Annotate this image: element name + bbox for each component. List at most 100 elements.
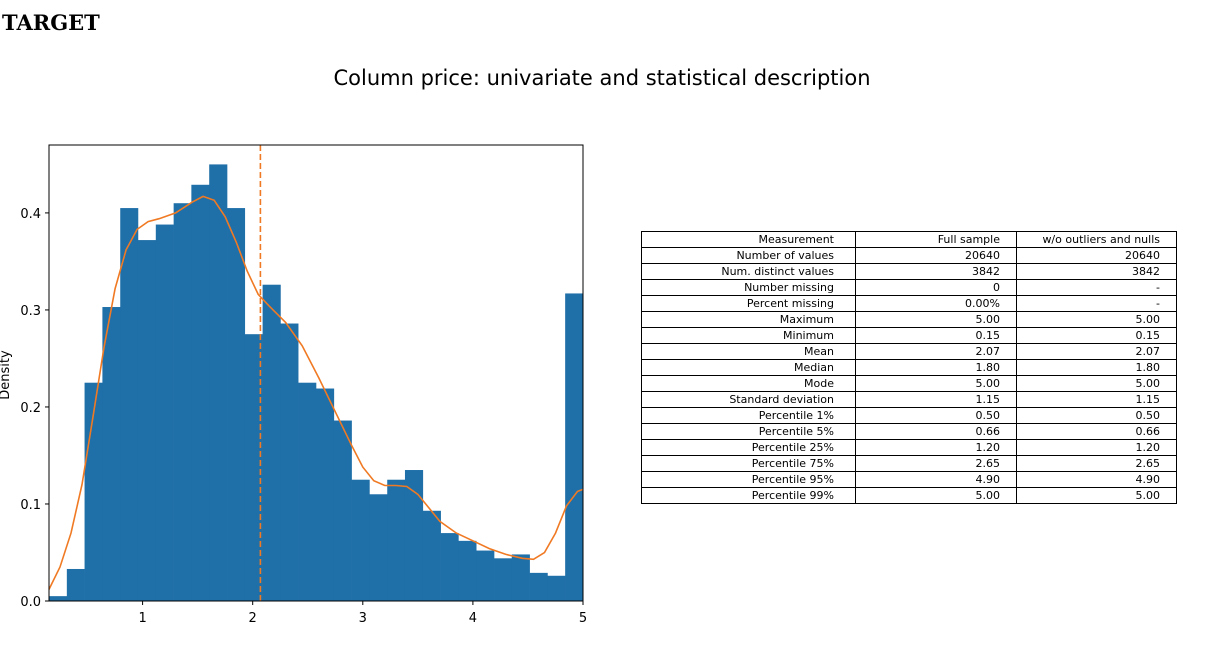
- filtered-cell: 5.00: [1016, 375, 1177, 392]
- filtered-cell: 1.20: [1016, 439, 1177, 456]
- table-row: Percent missing 0.00% -: [641, 295, 1177, 312]
- histogram-bar: [316, 388, 335, 601]
- y-tick-label: 0.1: [20, 498, 41, 513]
- histogram-bar: [155, 224, 174, 602]
- table-row: Num. distinct values 3842 3842: [641, 263, 1177, 280]
- full-sample-cell: 5.00: [855, 311, 1017, 328]
- histogram-bar: [476, 550, 495, 601]
- y-tick-label: 0.0: [20, 595, 41, 610]
- measurement-cell: Percentile 95%: [641, 471, 856, 488]
- x-tick-label: 2: [249, 611, 257, 626]
- table-row: Number of values 20640 20640: [641, 247, 1177, 264]
- full-sample-cell: 0.66: [855, 423, 1017, 440]
- histogram-bar: [440, 533, 459, 601]
- measurement-cell: Percent missing: [641, 295, 856, 312]
- filtered-cell: w/o outliers and nulls: [1016, 231, 1177, 248]
- table-row: Standard deviation 1.15 1.15: [641, 391, 1177, 408]
- y-axis-label: Density: [0, 350, 13, 400]
- histogram-bar: [351, 479, 370, 601]
- filtered-cell: 4.90: [1016, 471, 1177, 488]
- histogram-bar: [137, 240, 157, 601]
- full-sample-cell: 3842: [855, 263, 1017, 280]
- histogram-bar: [173, 203, 192, 601]
- measurement-cell: Percentile 1%: [641, 407, 856, 424]
- histogram-bar: [66, 568, 85, 601]
- measurement-cell: Median: [641, 359, 856, 376]
- measurement-cell: Percentile 99%: [641, 487, 856, 504]
- table-row: Number missing 0-: [641, 279, 1177, 296]
- measurement-cell: Number missing: [641, 279, 856, 296]
- histogram-bar: [494, 558, 513, 601]
- histogram-bar: [565, 293, 584, 601]
- histogram-bar: [369, 494, 388, 601]
- y-tick-label: 0.2: [20, 401, 41, 416]
- chart-title: Column price: univariate and statistical…: [333, 66, 871, 90]
- full-sample-cell: 20640: [855, 247, 1017, 264]
- filtered-cell: 2.07: [1016, 343, 1177, 360]
- kde-curve: [48, 195, 584, 590]
- histogram-bar: [422, 510, 441, 601]
- table-row: Maximum 5.00 5.00: [641, 311, 1177, 328]
- histogram-bar: [298, 382, 317, 601]
- measurement-cell: Maximum: [641, 311, 856, 328]
- histogram-bar: [49, 596, 68, 601]
- table-row: Percentile 75% 2.65 2.65: [641, 455, 1177, 472]
- table-row: Percentile 99% 5.00 5.00: [641, 487, 1177, 504]
- table-row: Percentile 5% 0.66 0.66: [641, 423, 1177, 440]
- histogram-bar: [227, 208, 246, 601]
- measurement-cell: Mean: [641, 343, 856, 360]
- table-header-row: Measurement Full sample w/o outliers and n…: [641, 231, 1177, 248]
- table-row: Median 1.80 1.80: [641, 359, 1177, 376]
- histogram-bar: [280, 323, 299, 601]
- full-sample-cell: 4.90: [855, 471, 1017, 488]
- x-tick-label: 5: [579, 611, 587, 626]
- filtered-cell: 1.15: [1016, 391, 1177, 408]
- filtered-cell: 5.00: [1016, 311, 1177, 328]
- filtered-cell: 0.15: [1016, 327, 1177, 344]
- stats-table: Measurement Full sample w/o outliers and n…: [641, 231, 1177, 504]
- full-sample-cell: 1.80: [855, 359, 1017, 376]
- filtered-cell: -: [1016, 279, 1177, 296]
- measurement-cell: Minimum: [641, 327, 856, 344]
- histogram-bar: [511, 554, 530, 601]
- table-row: Percentile 95% 4.90 4.90: [641, 471, 1177, 488]
- full-sample-cell: 2.65: [855, 455, 1017, 472]
- full-sample-cell: 1.15: [855, 391, 1017, 408]
- filtered-cell: 0.50: [1016, 407, 1177, 424]
- y-tick-label: 0.4: [20, 207, 41, 222]
- histogram-bar: [120, 208, 139, 601]
- full-sample-cell: 0.00%: [855, 295, 1017, 312]
- measurement-cell: Percentile 5%: [641, 423, 856, 440]
- filtered-cell: 0.66: [1016, 423, 1177, 440]
- table-row: Percentile 1% 0.50 0.50: [641, 407, 1177, 424]
- table-row: Percentile 25% 1.20 1.20: [641, 439, 1177, 456]
- full-sample-cell: 5.00: [855, 487, 1017, 504]
- filtered-cell: 1.80: [1016, 359, 1177, 376]
- full-sample-cell: 0.15: [855, 327, 1017, 344]
- histogram-bar: [404, 470, 424, 601]
- full-sample-cell: 1.20: [855, 439, 1017, 456]
- full-sample-cell: 2.07: [855, 343, 1017, 360]
- measurement-cell: Percentile 75%: [641, 455, 856, 472]
- y-tick-label: 0.3: [20, 304, 41, 319]
- plot-frame: [48, 144, 584, 602]
- section-heading: TARGET: [2, 10, 100, 35]
- table-row: Mean 2.07 2.07: [641, 343, 1177, 360]
- measurement-cell: Standard deviation: [641, 391, 856, 408]
- filtered-cell: 5.00: [1016, 487, 1177, 504]
- full-sample-cell: 0.50: [855, 407, 1017, 424]
- x-tick-label: 3: [359, 611, 367, 626]
- histogram-bar: [387, 479, 406, 601]
- measurement-cell: Mode: [641, 375, 856, 392]
- x-tick-label: 4: [469, 611, 477, 626]
- histogram-bar: [209, 164, 228, 602]
- measurement-cell: Number of values: [641, 247, 856, 264]
- full-sample-cell: Full sample: [855, 231, 1017, 248]
- filtered-cell: 3842: [1016, 263, 1177, 280]
- filtered-cell: -: [1016, 295, 1177, 312]
- histogram-bar: [458, 540, 477, 601]
- full-sample-cell: 0: [855, 279, 1017, 296]
- full-sample-cell: 5.00: [855, 375, 1017, 392]
- measurement-cell: Num. distinct values: [641, 263, 856, 280]
- filtered-cell: 2.65: [1016, 455, 1177, 472]
